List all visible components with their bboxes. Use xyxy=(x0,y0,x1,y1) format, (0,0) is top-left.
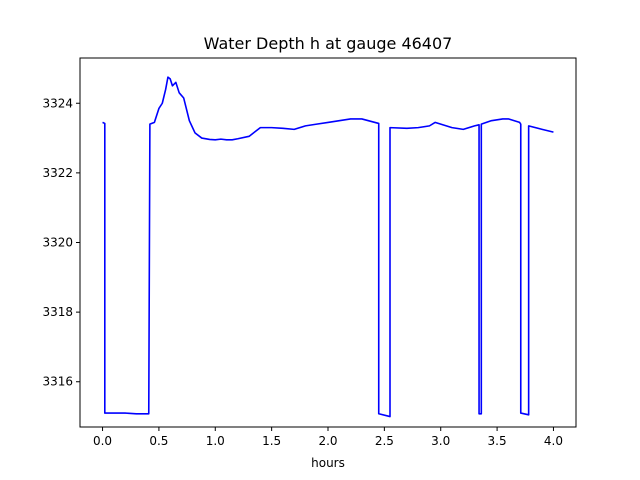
x-tick-label: 2.5 xyxy=(375,434,394,448)
x-tick-label: 3.0 xyxy=(431,434,450,448)
chart-title: Water Depth h at gauge 46407 xyxy=(204,34,453,53)
series-line-0 xyxy=(102,76,554,418)
x-tick-label: 3.5 xyxy=(488,434,507,448)
x-tick-label: 1.5 xyxy=(262,434,281,448)
plot-area: 0.0 0.5 1.0 1.5 2.0 2.5 3.0 3.5 4.0 3316 3318 3320 3… xyxy=(42,57,577,448)
x-tick-label: 0.5 xyxy=(149,434,168,448)
y-tick-label: 3324 xyxy=(42,96,73,110)
y-tick-label: 3322 xyxy=(42,166,73,180)
x-axis-label: hours xyxy=(311,456,345,470)
x-tick-label: 2.0 xyxy=(318,434,337,448)
y-tick-label: 3318 xyxy=(42,305,73,319)
x-tick-label: 0.0 xyxy=(93,434,112,448)
x-tick-label: 1.0 xyxy=(206,434,225,448)
x-tick-label: 4.0 xyxy=(544,434,563,448)
y-tick-label: 3320 xyxy=(42,236,73,250)
y-tick-label: 3316 xyxy=(42,375,73,389)
